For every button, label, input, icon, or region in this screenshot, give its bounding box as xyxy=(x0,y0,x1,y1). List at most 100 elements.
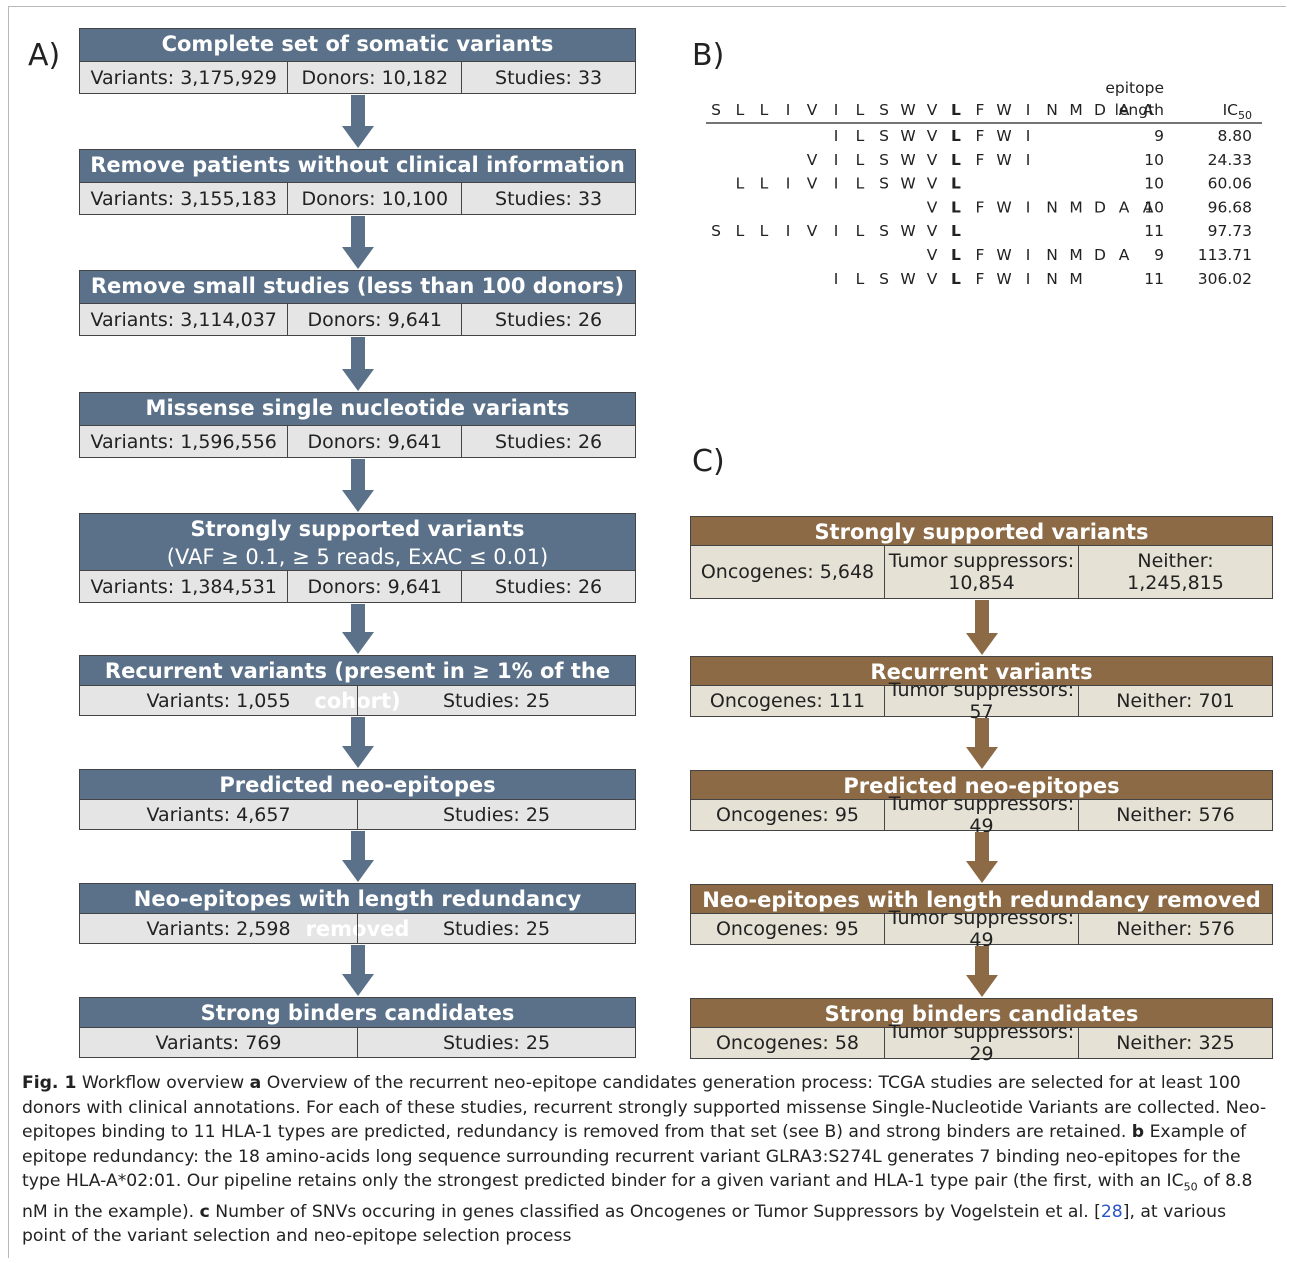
stat-cell: Variants: 1,055 xyxy=(146,689,291,712)
sequence-residue: A xyxy=(1119,101,1130,119)
caption-b-sub: 50 xyxy=(1183,1180,1198,1194)
stat-cell: Tumor suppressors: 49 xyxy=(884,793,1078,837)
epitope-residue: L xyxy=(951,246,961,264)
box-title: Neo-epitopes with length redundancy remo… xyxy=(80,884,635,941)
box-title: Remove small studies (less than 100 dono… xyxy=(80,271,635,303)
step-c-box-3: Predicted neo-epitopes Oncogenes: 95 Tumor… xyxy=(690,770,1273,837)
epitope-residue: L xyxy=(856,175,865,193)
box-stats-row: Oncogenes: 111 Tumor suppressors: 57 Neith… xyxy=(691,679,1272,723)
sequence-residue: L xyxy=(856,101,865,119)
epitope-residue: V xyxy=(927,270,938,288)
epitope-residue: L xyxy=(736,175,745,193)
epitope-residue: N xyxy=(1046,198,1058,216)
step-a-arrow-6-shape xyxy=(341,717,374,768)
stat-cell: Oncogenes: 95 xyxy=(715,918,860,940)
epitope-ic50: 8.80 xyxy=(1217,127,1252,145)
step-a-arrow-1-shape xyxy=(341,95,374,148)
box-title: Strongly supported variants xyxy=(691,517,1272,545)
stat-cell: Donors: 10,182 xyxy=(287,62,461,93)
sequence-residue: W xyxy=(900,101,915,119)
step-c-arrow-4 xyxy=(965,946,998,997)
epitope-residue: L xyxy=(856,222,865,240)
box-stats-row: Oncogenes: 58 Tumor suppressors: 29 Neithe… xyxy=(691,1021,1272,1065)
epitope-residue: S xyxy=(879,127,889,145)
epitope-residue: I xyxy=(834,127,839,145)
box-stats-row: Oncogenes: 5,648 Tumor suppressors: 10,85… xyxy=(691,545,1272,598)
caption-c-label: c xyxy=(199,1201,210,1222)
epitope-residue: L xyxy=(951,127,961,145)
step-c-box-1: Strongly supported variants Oncogenes: 5,… xyxy=(690,516,1273,599)
sequence-residue: L xyxy=(951,101,961,119)
epitope-residue: I xyxy=(834,151,839,169)
box-title: Recurrent variants (present in ≥ 1% of t… xyxy=(80,656,635,713)
caption-reference-link[interactable]: 28 xyxy=(1100,1201,1123,1222)
epitope-residue: S xyxy=(879,222,889,240)
box-title-text: Remove small studies (less than 100 dono… xyxy=(90,274,625,298)
step-a-box-3: Remove small studies (less than 100 dono… xyxy=(79,270,636,336)
box-stats-row: Variants: 769 Studies: 25 xyxy=(80,1027,635,1057)
epitope-residue: W xyxy=(900,222,915,240)
epitope-residue: S xyxy=(879,270,889,288)
panel-label-b: B) xyxy=(692,38,725,73)
box-title-text: Missense single nucleotide variants xyxy=(145,396,570,420)
box-title-text: Strong binders candidates xyxy=(824,1002,1139,1026)
step-a-arrow-8 xyxy=(341,945,374,996)
caption-title: Workflow overview xyxy=(76,1073,250,1093)
stat-cell: Neither: 325 xyxy=(1078,1028,1272,1058)
sequence-residue: V xyxy=(927,101,938,119)
epitope-residue: I xyxy=(834,270,839,288)
stat-cell: Neither: 576 xyxy=(1078,800,1272,830)
stat-cell: Oncogenes: 111 xyxy=(709,690,866,712)
epitope-residue: F xyxy=(976,127,985,145)
epitope-residue: V xyxy=(927,151,938,169)
epitope-length: 9 xyxy=(1154,246,1164,264)
caption-c-text: Number of SNVs occuring in genes classif… xyxy=(209,1201,1101,1222)
epitope-ic50: 24.33 xyxy=(1208,151,1252,169)
box-title: Strongly supported variants (VAF ≥ 0.1, ≥… xyxy=(80,514,635,570)
stat-cell: Variants: 1,384,531 xyxy=(90,575,277,598)
sequence-residue: A xyxy=(1143,101,1154,119)
stat-cell: Variants: 3,114,037 xyxy=(90,308,277,331)
ic50-header: IC50 xyxy=(1223,101,1252,122)
box-title-text: Predicted neo-epitopes xyxy=(843,774,1120,798)
stat-cell: Tumor suppressors: 29 xyxy=(884,1021,1078,1065)
stat-cell: Studies: 26 xyxy=(461,426,635,457)
step-a-box-2: Remove patients without clinical informa… xyxy=(79,149,636,215)
length-header: length xyxy=(1115,101,1164,119)
epitope-residue: V xyxy=(927,246,938,264)
epitope-residue: I xyxy=(1026,198,1031,216)
step-c-box-2: Recurrent variants Oncogenes: 111 Tumor su… xyxy=(690,656,1273,723)
epitope-residue: W xyxy=(900,127,915,145)
sequence-residue: V xyxy=(807,101,818,119)
step-a-box-8: Neo-epitopes with length redundancy remo… xyxy=(79,883,636,944)
epitope-residue: W xyxy=(996,246,1011,264)
epitope-residue: V xyxy=(807,222,818,240)
epitope-residue: V xyxy=(927,175,938,193)
box-stats-row: Variants: 3,175,929 Donors: 10,182 Studies… xyxy=(80,61,635,93)
caption-b-label: b xyxy=(1131,1122,1145,1142)
step-c-arrow-4-shape xyxy=(965,946,998,997)
epitope-ic50: 60.06 xyxy=(1208,175,1252,193)
epitope-residue: L xyxy=(736,222,745,240)
epitope-residue: M xyxy=(1069,246,1082,264)
stat-cell: Tumor suppressors: 57 xyxy=(884,679,1078,723)
box-title-text: Remove patients without clinical informa… xyxy=(90,153,625,177)
epitope-residue: D xyxy=(1094,246,1106,264)
stat-cell: Neither: 576 xyxy=(1078,914,1272,944)
box-stats-row: Variants: 1,384,531 Donors: 9,641 Studies:… xyxy=(80,570,635,602)
step-a-arrow-5-shape xyxy=(341,604,374,654)
box-title-text: Predicted neo-epitopes xyxy=(219,773,496,797)
epitope-residue: W xyxy=(996,127,1011,145)
box-title: Neo-epitopes with length redundancy remo… xyxy=(691,885,1272,913)
figure-caption: Fig. 1 Workflow overview a Overview of t… xyxy=(22,1071,1274,1249)
stat-cell: Variants: 3,155,183 xyxy=(90,187,277,210)
epitope-residue: W xyxy=(900,270,915,288)
epitope-residue: F xyxy=(976,246,985,264)
box-title: Recurrent variants xyxy=(691,657,1272,685)
sequence-residue: I xyxy=(1026,101,1031,119)
step-a-arrow-2-shape xyxy=(341,216,374,269)
stat-cell: Studies: 25 xyxy=(357,800,635,829)
stat-cell: Variants: 1,596,556 xyxy=(90,430,277,453)
box-title: Predicted neo-epitopes xyxy=(691,771,1272,799)
box-title-text: Neo-epitopes with length redundancy remo… xyxy=(702,888,1261,912)
